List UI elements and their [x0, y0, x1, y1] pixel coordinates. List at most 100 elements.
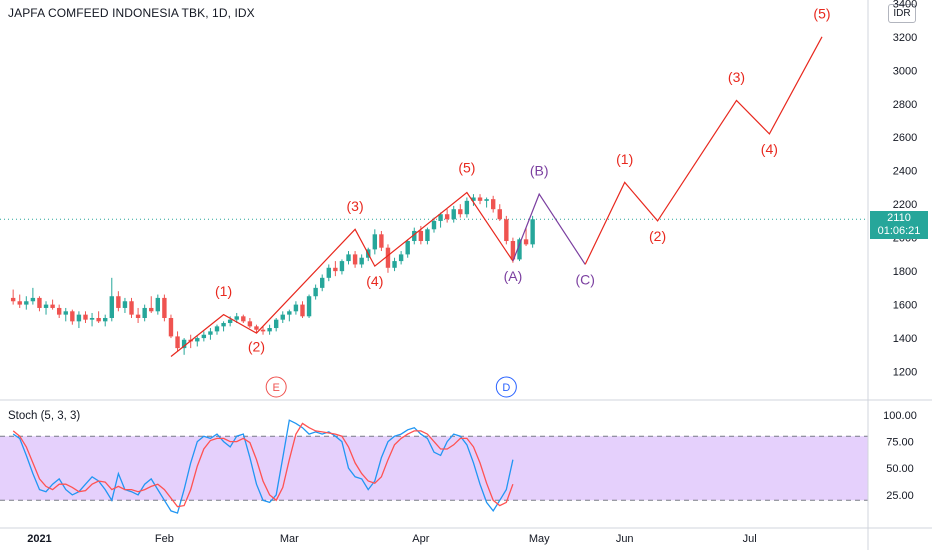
candle-body — [195, 338, 200, 342]
candle-body — [273, 319, 279, 329]
candle-body — [116, 296, 121, 308]
candle-body — [241, 316, 246, 322]
price-tick-label: 1800 — [893, 266, 917, 278]
candle-body — [306, 296, 312, 317]
wave-label: (A) — [504, 268, 523, 284]
candle-body — [346, 254, 351, 262]
candle-body — [89, 317, 95, 320]
candle-body — [129, 301, 134, 315]
candle-body — [418, 230, 424, 242]
wave-label: (B) — [530, 163, 549, 179]
candle-body — [451, 209, 456, 220]
candle-body — [444, 214, 450, 220]
wave-label: (3) — [347, 198, 364, 214]
candle-body — [359, 257, 364, 265]
time-tick-label: Jul — [743, 533, 757, 545]
candle-body — [63, 311, 68, 315]
candle-body — [352, 254, 358, 265]
candle-body — [267, 328, 272, 332]
wave-line — [170, 191, 514, 357]
candle-body — [142, 307, 147, 318]
candle-body — [221, 323, 226, 327]
candle-body — [24, 301, 29, 305]
indicator-title: Stoch (5, 3, 3) — [8, 410, 81, 422]
stoch-d-line — [12, 422, 514, 508]
stoch-tick-label: 75.00 — [886, 437, 914, 449]
candle-body — [464, 200, 470, 215]
candle-body — [313, 287, 318, 297]
last-price-tag: 2110 01:06:21 — [870, 211, 928, 239]
bar-countdown: 01:06:21 — [877, 225, 921, 237]
price-tick-label: 2200 — [893, 199, 917, 211]
candle-body — [162, 297, 167, 318]
candle-body — [76, 314, 82, 322]
candle-body — [168, 317, 174, 337]
price-tick-label: 1200 — [893, 367, 917, 379]
candle-body — [234, 316, 239, 320]
time-tick-label: Jun — [616, 533, 634, 545]
candle-body — [83, 314, 88, 320]
event-marker-label: E — [273, 382, 280, 394]
candle-body — [208, 331, 213, 335]
candle-body — [477, 197, 483, 201]
wave-line — [584, 36, 823, 265]
candle-body — [458, 209, 463, 215]
candle-body — [96, 317, 101, 322]
candle-body — [181, 339, 187, 349]
candle-body — [372, 234, 378, 250]
candle-body — [149, 307, 154, 312]
price-tick-label: 3000 — [893, 65, 917, 77]
stoch-tick-label: 100.00 — [883, 410, 917, 422]
wave-label: (1) — [215, 283, 232, 299]
candle-body — [260, 329, 266, 332]
candle-body — [300, 304, 305, 317]
event-marker[interactable] — [265, 376, 287, 398]
wave-label: (4) — [366, 273, 383, 289]
candle-body — [254, 326, 259, 330]
stoch-tick-label: 50.00 — [886, 463, 914, 475]
candle-body — [471, 197, 476, 201]
wave-label: (3) — [728, 69, 745, 85]
candle-body — [517, 239, 522, 260]
price-pane: (1) (2) (3) (4) (5) (A) (B) (C) (1) (2) (3) (4) (5) E… — [0, 5, 868, 398]
wave-label: (2) — [649, 228, 666, 244]
candle-body — [398, 254, 404, 262]
candle-body — [214, 326, 220, 332]
candle-body — [504, 219, 509, 242]
candle-body — [510, 241, 516, 260]
candle-body — [326, 267, 331, 278]
event-marker-label: D — [502, 382, 510, 394]
candle-body — [247, 321, 253, 327]
price-tick-label: 1600 — [893, 300, 917, 312]
candle-body — [227, 319, 233, 324]
candle-body — [431, 220, 437, 230]
candle-body — [339, 261, 345, 272]
candle-body — [425, 229, 430, 242]
time-tick-label: Apr — [412, 533, 429, 545]
candle-body — [320, 277, 325, 288]
candle-body — [37, 297, 42, 308]
price-tick-label: 2400 — [893, 166, 917, 178]
candle-body — [201, 334, 207, 339]
wave-label: (5) — [458, 159, 475, 175]
wave-label: (5) — [813, 5, 830, 21]
wave-label: (1) — [616, 151, 633, 167]
time-tick-label: 2021 — [27, 533, 51, 545]
candle-body — [405, 241, 410, 255]
candle-body — [523, 239, 529, 245]
currency-badge[interactable]: IDR — [888, 4, 916, 23]
wave-line — [512, 192, 586, 265]
price-tick-label: 2800 — [893, 99, 917, 111]
candle-body — [530, 219, 535, 245]
candle-body — [490, 199, 496, 210]
price-tick-label: 1400 — [893, 333, 917, 345]
time-tick-label: Mar — [280, 533, 299, 545]
candle-body — [484, 199, 489, 201]
chart-title: JAPFA COMFEED INDONESIA TBK, 1D, IDX — [8, 6, 255, 20]
event-marker[interactable] — [495, 376, 517, 398]
candle-body — [287, 311, 292, 315]
last-price-value: 2110 — [887, 212, 911, 224]
candle-body — [379, 234, 384, 248]
wave-label: (2) — [248, 338, 265, 354]
